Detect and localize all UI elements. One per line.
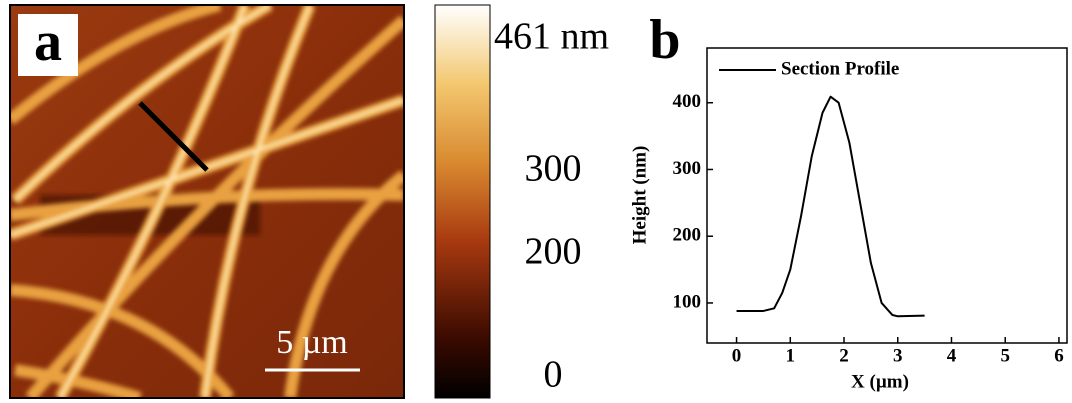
colorbar-label: 0 bbox=[544, 354, 563, 396]
series-line bbox=[736, 95, 925, 318]
colorbar bbox=[434, 4, 491, 399]
panel-label: a bbox=[34, 11, 62, 73]
section-line bbox=[138, 101, 209, 172]
panel-label: b bbox=[649, 9, 680, 71]
colorbar-label: 300 bbox=[525, 148, 582, 190]
afm-image: 5 µm bbox=[10, 5, 404, 398]
y-tick-label: 300 bbox=[673, 158, 702, 179]
y-tick-label: 200 bbox=[673, 225, 702, 246]
plot-frame bbox=[706, 47, 1068, 344]
y-axis-title: Height (nm) bbox=[629, 146, 650, 245]
label-bg bbox=[18, 14, 78, 76]
x-axis-title: X (µm) bbox=[851, 371, 909, 392]
x-tick-label: 5 bbox=[1000, 345, 1010, 366]
x-tick-label: 3 bbox=[893, 345, 903, 366]
x-tick-label: 0 bbox=[732, 345, 742, 366]
scale-bar-label: 5 µm bbox=[276, 324, 348, 361]
colorbar-label: 200 bbox=[525, 231, 582, 273]
x-tick-label: 2 bbox=[839, 345, 849, 366]
y-tick-label: 100 bbox=[673, 291, 702, 312]
y-tick-label: 400 bbox=[673, 91, 702, 112]
colorbar-label: 461 nm bbox=[494, 16, 609, 58]
x-tick-label: 1 bbox=[786, 345, 796, 366]
legend-label: Section Profile bbox=[781, 58, 899, 79]
x-tick-label: 4 bbox=[947, 345, 957, 366]
x-tick-label: 6 bbox=[1054, 345, 1064, 366]
